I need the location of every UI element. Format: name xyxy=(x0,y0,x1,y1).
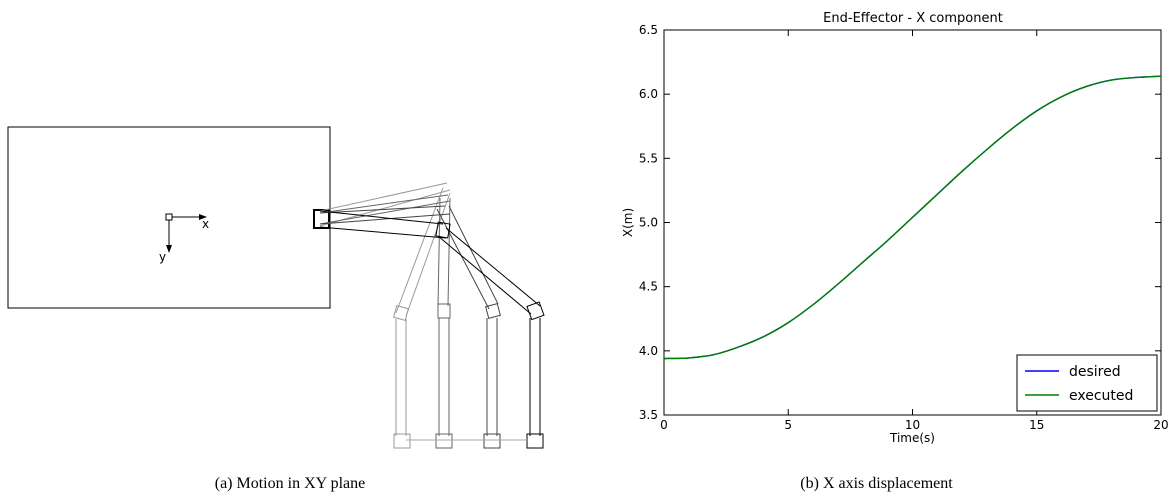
x-tick-label: 15 xyxy=(1029,418,1044,432)
arm-link xyxy=(319,182,448,212)
arm-joint xyxy=(393,305,409,321)
xy-motion-diagram: x y xyxy=(7,126,545,449)
x-tick-label: 5 xyxy=(784,418,792,432)
y-tick-label: 5.5 xyxy=(639,151,658,165)
arm-link xyxy=(319,200,451,225)
arm-joint xyxy=(526,301,545,321)
x-tick-label: 20 xyxy=(1153,418,1168,432)
y-ticks: 3.5 4.0 4.5 5.0 5.5 6.0 6.5 xyxy=(639,23,1161,422)
y-axis-label: y xyxy=(159,250,166,264)
base-platform xyxy=(7,126,331,309)
arm-link xyxy=(319,226,447,239)
x-displacement-chart: End-Effector - X component 3.5 4.0 4.5 5.0 5… xyxy=(621,11,1169,445)
x-tick-label: 10 xyxy=(905,418,920,432)
x-displacement-panel: End-Effector - X component 3.5 4.0 4.5 5.0 5… xyxy=(580,0,1173,500)
y-tick-label: 3.5 xyxy=(639,408,658,422)
y-tick-label: 5.0 xyxy=(639,216,658,230)
y-tick-label: 4.0 xyxy=(639,344,658,358)
x-axis-label: x xyxy=(202,217,209,231)
end-effector-gripper xyxy=(313,209,330,229)
panel-b-caption: (b) X axis displacement xyxy=(800,475,953,492)
y-tick-label: 6.0 xyxy=(639,87,658,101)
arm-link xyxy=(436,208,490,310)
x-ticks: 0 5 10 15 20 xyxy=(660,30,1169,432)
arm-link xyxy=(395,187,444,314)
series-lines xyxy=(663,75,1162,360)
y-arrow-head xyxy=(166,245,172,253)
arm-link xyxy=(319,205,446,214)
legend-label: executed xyxy=(1069,388,1133,404)
arm-base xyxy=(526,433,544,449)
xy-motion-panel: x y xyxy=(0,0,580,500)
arm-link xyxy=(437,235,532,315)
legend-label: desired xyxy=(1069,364,1121,380)
plot-area: 3.5 4.0 4.5 5.0 5.5 6.0 6.5 0 5 10 15 20 xyxy=(639,23,1169,432)
chart-title: End-Effector - X component xyxy=(823,11,1003,26)
arm-links-dark xyxy=(319,205,501,449)
arm-links-mid xyxy=(319,194,453,449)
arm-link xyxy=(319,213,451,225)
panel-a-caption: (a) Motion in XY plane xyxy=(214,475,366,492)
arm-link xyxy=(447,197,451,307)
arm-link xyxy=(319,210,444,225)
x-arrow-head xyxy=(199,214,207,220)
y-tick-label: 6.5 xyxy=(639,23,658,37)
arm-link xyxy=(437,197,441,307)
arm-link xyxy=(445,227,541,307)
arm-base xyxy=(393,433,411,449)
arm-joint xyxy=(485,303,501,319)
y-axis-label: X(m) xyxy=(621,208,635,237)
y-tick-label: 4.5 xyxy=(639,280,658,294)
arm-link xyxy=(319,194,449,214)
arm-joint xyxy=(437,303,451,319)
arm-base xyxy=(435,433,453,449)
x-tick-label: 0 xyxy=(660,418,668,432)
arm-link xyxy=(448,205,499,305)
legend-box xyxy=(1016,354,1158,412)
series-line-executed xyxy=(663,75,1162,360)
arm-link xyxy=(405,192,451,317)
gripper-box xyxy=(313,209,330,229)
arm-links-final xyxy=(319,210,545,449)
frame-axes: x y xyxy=(159,213,209,264)
legend: desired executed xyxy=(1016,354,1158,412)
arm-base xyxy=(483,433,501,449)
origin-marker xyxy=(165,213,173,221)
x-axis-label: Time(s) xyxy=(889,431,935,445)
